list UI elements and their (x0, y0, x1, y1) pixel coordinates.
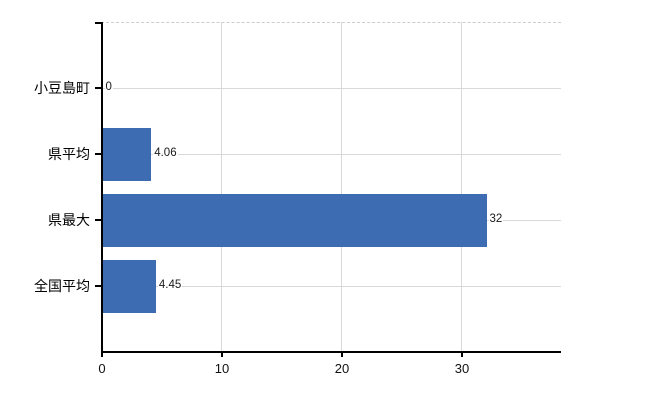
bar-value-label: 32 (488, 212, 504, 227)
plot-area: 0 10 20 30 0 小豆島町 4.06 県平均 32 県最大 4.45 全国平均 (34, 22, 561, 376)
vertical-gridline (461, 22, 463, 352)
y-axis-tick (95, 153, 101, 155)
bar-value-label: 4.06 (153, 146, 178, 161)
x-axis-tick-label: 10 (214, 361, 230, 376)
bar (102, 259, 156, 313)
x-axis-line (101, 351, 561, 353)
horizontal-gridline (102, 286, 561, 287)
x-axis-tick (341, 352, 343, 357)
category-label: 小豆島町 (34, 80, 90, 96)
bar-value-label: 4.45 (157, 278, 183, 293)
y-axis-line (101, 22, 103, 352)
y-axis-top-tick (95, 22, 101, 24)
x-axis-tick (221, 352, 223, 357)
y-axis-tick (95, 87, 101, 89)
x-axis-tick (101, 352, 103, 357)
bar-value-label: 0 (104, 80, 113, 95)
bar (102, 193, 487, 247)
horizontal-gridline (102, 154, 561, 155)
vertical-gridline (221, 22, 222, 352)
bar (102, 127, 152, 181)
x-axis-tick-label: 0 (98, 361, 106, 376)
x-axis-tick (461, 352, 463, 357)
category-label: 県平均 (48, 146, 90, 162)
vertical-gridline (341, 22, 343, 352)
x-axis-tick-label: 20 (334, 361, 350, 376)
plot-top-border (101, 22, 561, 23)
x-axis-tick-label: 30 (454, 361, 470, 376)
y-axis-tick (95, 285, 101, 287)
category-label: 県最大 (48, 212, 90, 228)
horizontal-gridline (102, 88, 561, 89)
category-label: 全国平均 (34, 278, 90, 294)
y-axis-tick (95, 219, 101, 221)
